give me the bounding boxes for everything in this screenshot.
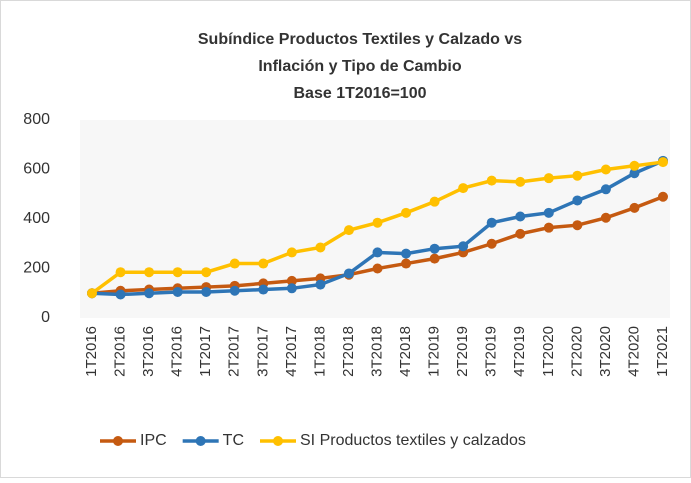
data-point <box>572 220 583 231</box>
data-point <box>343 268 354 279</box>
data-point <box>458 241 469 252</box>
chart-title: Base 1T2016=100 <box>294 85 427 102</box>
x-tick-label: 1T2017 <box>197 326 214 377</box>
x-tick-label: 1T2018 <box>311 326 328 377</box>
data-point <box>429 253 440 264</box>
x-tick-label: 1T2021 <box>654 326 671 377</box>
data-point <box>658 157 668 168</box>
data-point <box>543 207 554 218</box>
x-tick-label: 4T2019 <box>511 326 528 377</box>
legend-marker <box>195 436 206 446</box>
data-point <box>572 195 583 206</box>
chart-title: Inflación y Tipo de Cambio <box>258 58 462 75</box>
data-point <box>286 275 297 286</box>
data-point <box>315 242 326 253</box>
data-point <box>486 217 497 228</box>
data-point <box>572 170 583 181</box>
data-point <box>401 207 412 218</box>
x-tick-label: 4T2016 <box>169 326 186 377</box>
legend-label: IPC <box>140 432 167 449</box>
legend-marker <box>273 436 283 446</box>
data-point <box>629 160 640 171</box>
data-point <box>286 247 297 258</box>
data-point <box>201 287 212 298</box>
data-point <box>229 258 240 269</box>
data-point <box>486 238 497 249</box>
data-point <box>286 283 297 294</box>
data-point <box>629 202 640 213</box>
x-tick-label: 2T2018 <box>340 326 357 377</box>
data-point <box>115 267 126 278</box>
data-point <box>429 196 440 207</box>
x-tick-label: 3T2016 <box>140 326 157 377</box>
x-tick-label: 3T2018 <box>368 326 385 377</box>
data-point <box>486 175 497 186</box>
data-point <box>372 247 383 258</box>
y-tick-label: 0 <box>41 309 50 326</box>
x-tick-label: 4T2018 <box>397 326 414 377</box>
x-tick-label: 3T2020 <box>597 326 614 377</box>
x-tick-label: 1T2019 <box>426 326 443 377</box>
x-tick-label: 4T2020 <box>625 326 642 377</box>
data-point <box>458 183 469 194</box>
x-tick-label: 2T2017 <box>226 326 243 377</box>
x-tick-label: 3T2017 <box>254 326 271 377</box>
legend-marker <box>113 436 123 446</box>
x-tick-label: 2T2016 <box>112 326 129 377</box>
x-tick-label: 2T2019 <box>454 326 471 377</box>
y-tick-label: 800 <box>23 111 50 128</box>
data-point <box>258 258 269 269</box>
data-point <box>372 217 383 228</box>
data-point <box>429 243 440 254</box>
data-point <box>600 164 611 175</box>
data-point <box>87 288 97 299</box>
y-tick-label: 400 <box>23 210 50 227</box>
x-tick-label: 1T2016 <box>83 326 100 377</box>
data-point <box>258 284 269 295</box>
data-point <box>229 285 240 296</box>
data-point <box>172 267 183 278</box>
data-point <box>600 212 611 223</box>
data-point <box>543 173 554 184</box>
data-point <box>401 258 412 269</box>
x-tick-label: 4T2017 <box>283 326 300 377</box>
data-point <box>515 228 526 239</box>
x-tick-label: 2T2020 <box>568 326 585 377</box>
data-point <box>201 267 212 278</box>
chart-title: Subíndice Productos Textiles y Calzado v… <box>198 31 522 48</box>
data-point <box>172 287 183 298</box>
data-point <box>343 225 354 236</box>
legend-label: TC <box>223 432 244 449</box>
data-point <box>315 279 326 290</box>
x-tick-label: 3T2019 <box>483 326 500 377</box>
legend-label: SI Productos textiles y calzados <box>300 432 526 449</box>
x-tick-label: 1T2020 <box>540 326 557 377</box>
data-point <box>515 211 526 222</box>
data-point <box>600 184 611 195</box>
y-tick-label: 200 <box>23 260 50 277</box>
data-point <box>115 289 126 300</box>
data-point <box>372 263 383 274</box>
data-point <box>144 267 155 278</box>
y-tick-label: 600 <box>23 161 50 178</box>
data-point <box>629 168 640 179</box>
data-point <box>543 222 554 233</box>
data-point <box>401 248 412 259</box>
data-point <box>658 191 668 202</box>
data-point <box>144 288 155 299</box>
data-point <box>515 176 526 187</box>
